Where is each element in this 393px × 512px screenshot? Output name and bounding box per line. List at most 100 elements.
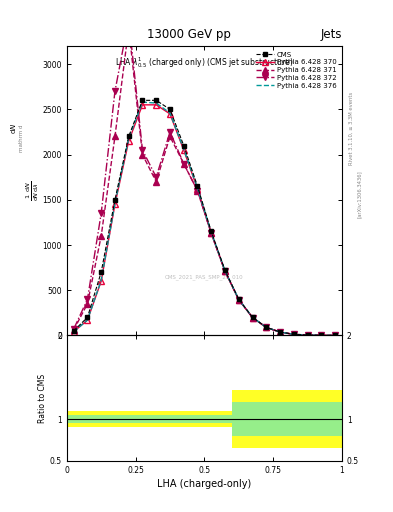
Pythia 6.428 370 bbox=[195, 186, 200, 192]
Pythia 6.428 376 bbox=[264, 324, 269, 330]
Pythia 6.428 376 bbox=[182, 146, 186, 152]
Pythia 6.428 376 bbox=[113, 200, 118, 206]
CMS bbox=[99, 269, 104, 275]
Y-axis label: Ratio to CMS: Ratio to CMS bbox=[38, 374, 47, 423]
Pythia 6.428 370 bbox=[85, 317, 90, 323]
CMS bbox=[250, 314, 255, 321]
Pythia 6.428 371 bbox=[264, 325, 269, 331]
Pythia 6.428 371 bbox=[292, 331, 296, 337]
Pythia 6.428 376 bbox=[127, 135, 131, 141]
Pythia 6.428 372 bbox=[140, 147, 145, 153]
Pythia 6.428 372 bbox=[292, 331, 296, 337]
CMS bbox=[140, 97, 145, 103]
Pythia 6.428 370 bbox=[222, 268, 227, 274]
Text: LHA $\lambda^1_{0.5}$ (charged only) (CMS jet substructure): LHA $\lambda^1_{0.5}$ (charged only) (CM… bbox=[115, 55, 294, 70]
Pythia 6.428 376 bbox=[333, 332, 338, 338]
Text: $\mathrm{d}N$: $\mathrm{d}N$ bbox=[9, 122, 18, 134]
Pythia 6.428 376 bbox=[99, 277, 104, 283]
Line: CMS: CMS bbox=[72, 98, 337, 337]
Pythia 6.428 372 bbox=[278, 329, 283, 335]
Pythia 6.428 370 bbox=[237, 296, 241, 303]
Pythia 6.428 370 bbox=[127, 138, 131, 144]
Pythia 6.428 370 bbox=[140, 102, 145, 108]
CMS bbox=[264, 324, 269, 330]
Pythia 6.428 370 bbox=[278, 329, 283, 335]
CMS bbox=[113, 197, 118, 203]
Pythia 6.428 371 bbox=[237, 296, 241, 303]
Pythia 6.428 372 bbox=[195, 188, 200, 194]
X-axis label: LHA (charged-only): LHA (charged-only) bbox=[157, 479, 252, 489]
Pythia 6.428 372 bbox=[99, 210, 104, 217]
Pythia 6.428 371 bbox=[140, 152, 145, 158]
Pythia 6.428 376 bbox=[154, 100, 159, 106]
Pythia 6.428 376 bbox=[168, 110, 173, 116]
Pythia 6.428 372 bbox=[127, 16, 131, 22]
Text: Rivet 3.1.10, ≥ 3.3M events: Rivet 3.1.10, ≥ 3.3M events bbox=[349, 91, 354, 165]
CMS bbox=[278, 329, 283, 335]
Pythia 6.428 370 bbox=[264, 325, 269, 331]
Line: Pythia 6.428 370: Pythia 6.428 370 bbox=[71, 102, 338, 338]
Pythia 6.428 371 bbox=[319, 332, 324, 338]
Pythia 6.428 370 bbox=[113, 201, 118, 207]
Line: Pythia 6.428 376: Pythia 6.428 376 bbox=[74, 102, 335, 335]
Text: [arXiv:1306.3436]: [arXiv:1306.3436] bbox=[357, 170, 362, 219]
CMS bbox=[305, 332, 310, 338]
Pythia 6.428 376 bbox=[209, 229, 214, 236]
Pythia 6.428 370 bbox=[319, 332, 324, 338]
Pythia 6.428 371 bbox=[72, 327, 76, 333]
Pythia 6.428 370 bbox=[333, 332, 338, 338]
Pythia 6.428 371 bbox=[250, 314, 255, 321]
Pythia 6.428 372 bbox=[237, 296, 241, 303]
Pythia 6.428 372 bbox=[85, 296, 90, 302]
Pythia 6.428 372 bbox=[333, 332, 338, 338]
Line: Pythia 6.428 372: Pythia 6.428 372 bbox=[71, 16, 338, 338]
Text: Jets: Jets bbox=[320, 28, 342, 41]
CMS bbox=[209, 228, 214, 234]
CMS bbox=[292, 331, 296, 337]
CMS bbox=[182, 142, 186, 148]
CMS bbox=[127, 134, 131, 140]
Pythia 6.428 376 bbox=[195, 185, 200, 191]
Pythia 6.428 372 bbox=[209, 230, 214, 237]
Pythia 6.428 376 bbox=[85, 317, 90, 323]
Pythia 6.428 372 bbox=[182, 161, 186, 167]
CMS bbox=[195, 183, 200, 189]
CMS bbox=[168, 106, 173, 113]
Pythia 6.428 370 bbox=[305, 332, 310, 338]
Pythia 6.428 372 bbox=[250, 314, 255, 321]
Pythia 6.428 370 bbox=[209, 230, 214, 237]
Pythia 6.428 371 bbox=[168, 134, 173, 140]
Pythia 6.428 371 bbox=[154, 179, 159, 185]
Pythia 6.428 371 bbox=[305, 332, 310, 338]
CMS bbox=[222, 267, 227, 273]
Pythia 6.428 376 bbox=[140, 99, 145, 105]
Pythia 6.428 371 bbox=[182, 161, 186, 167]
Pythia 6.428 372 bbox=[222, 268, 227, 274]
CMS bbox=[319, 332, 324, 338]
Pythia 6.428 372 bbox=[319, 332, 324, 338]
Pythia 6.428 372 bbox=[305, 332, 310, 338]
Line: Pythia 6.428 371: Pythia 6.428 371 bbox=[71, 25, 338, 338]
Pythia 6.428 371 bbox=[113, 134, 118, 140]
Pythia 6.428 371 bbox=[278, 329, 283, 335]
Pythia 6.428 376 bbox=[292, 331, 296, 337]
Pythia 6.428 371 bbox=[127, 25, 131, 31]
Pythia 6.428 376 bbox=[319, 332, 324, 338]
Pythia 6.428 371 bbox=[222, 268, 227, 274]
Legend: CMS, Pythia 6.428 370, Pythia 6.428 371, Pythia 6.428 372, Pythia 6.428 376: CMS, Pythia 6.428 370, Pythia 6.428 371,… bbox=[254, 50, 338, 91]
Pythia 6.428 372 bbox=[113, 88, 118, 94]
Pythia 6.428 371 bbox=[195, 188, 200, 194]
Pythia 6.428 372 bbox=[168, 129, 173, 135]
Text: CMS_2021_PAS_SMP_20_010: CMS_2021_PAS_SMP_20_010 bbox=[165, 275, 244, 281]
Pythia 6.428 376 bbox=[222, 268, 227, 274]
Pythia 6.428 372 bbox=[154, 174, 159, 180]
Pythia 6.428 372 bbox=[72, 326, 76, 332]
Pythia 6.428 370 bbox=[292, 331, 296, 337]
Pythia 6.428 376 bbox=[278, 329, 283, 335]
Pythia 6.428 376 bbox=[250, 314, 255, 321]
Text: 13000 GeV pp: 13000 GeV pp bbox=[147, 28, 231, 41]
CMS bbox=[333, 332, 338, 338]
Pythia 6.428 370 bbox=[250, 314, 255, 321]
CMS bbox=[85, 314, 90, 321]
Pythia 6.428 370 bbox=[182, 147, 186, 153]
